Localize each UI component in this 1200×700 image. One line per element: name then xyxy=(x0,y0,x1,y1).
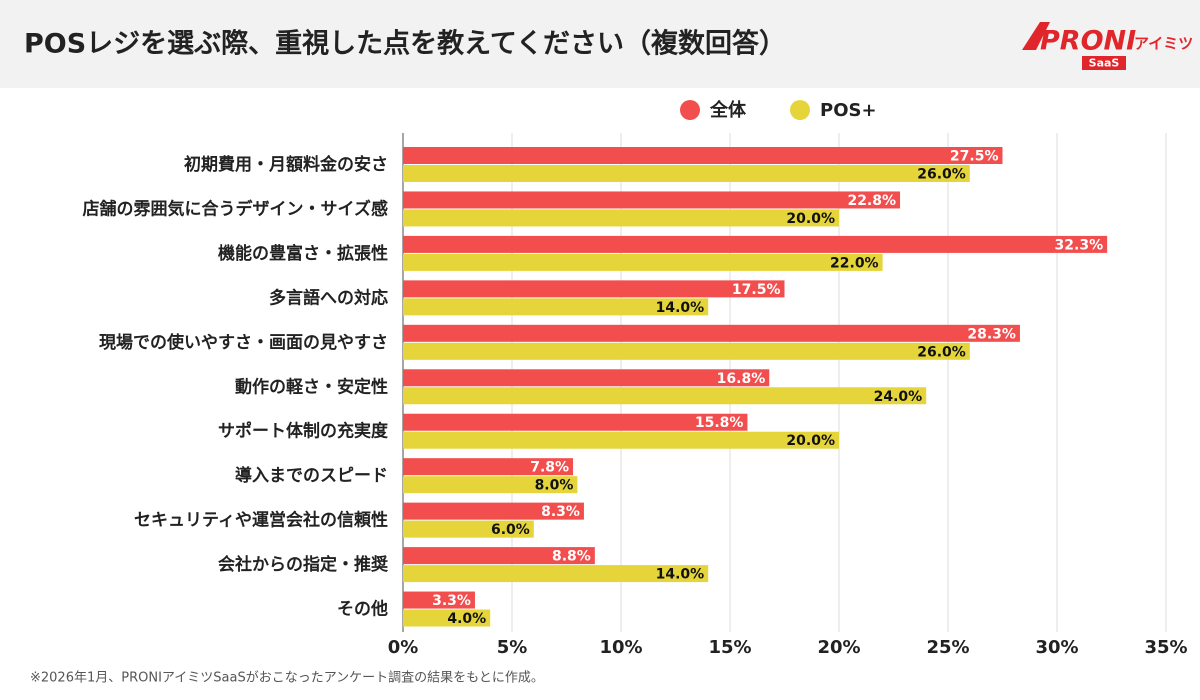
legend-label: POS+ xyxy=(820,100,877,121)
bar xyxy=(403,324,1020,342)
x-tick-label: 35% xyxy=(1144,637,1187,658)
bar xyxy=(403,253,883,271)
bar xyxy=(403,565,709,583)
bar xyxy=(403,165,970,182)
value-label: 3.3% xyxy=(432,593,471,609)
bar xyxy=(403,476,578,494)
value-label: 8.0% xyxy=(535,478,574,494)
bar xyxy=(403,413,748,431)
legend-marker xyxy=(790,100,810,120)
logo-mark xyxy=(1022,22,1050,50)
bar xyxy=(403,591,475,609)
y-tick-label: その他 xyxy=(337,599,388,620)
header-band xyxy=(0,0,1200,88)
bar xyxy=(403,298,709,316)
value-label: 15.8% xyxy=(695,415,744,431)
y-tick-label: セキュリティや運営会社の信頼性 xyxy=(134,510,388,531)
value-label: 27.5% xyxy=(950,149,999,165)
value-label: 20.0% xyxy=(786,433,835,449)
chart-title: POSレジを選ぶ際、重視した点を教えてください（複数回答） xyxy=(24,28,786,60)
y-tick-label: 初期費用・月額料金の安さ xyxy=(184,154,388,175)
legend-marker xyxy=(680,100,700,120)
bar xyxy=(403,280,785,298)
x-tick-label: 30% xyxy=(1035,637,1078,658)
value-label: 14.0% xyxy=(656,300,705,316)
logo-brand: PRONI xyxy=(1040,26,1136,57)
value-label: 32.3% xyxy=(1055,237,1104,253)
bar xyxy=(403,209,839,227)
bar xyxy=(403,235,1108,253)
x-tick-label: 10% xyxy=(599,637,642,658)
logo-badge xyxy=(1082,56,1126,70)
value-label: 14.0% xyxy=(656,567,705,583)
y-tick-label: 機能の豊富さ・拡張性 xyxy=(218,243,388,264)
value-label: 22.8% xyxy=(847,193,896,209)
bar xyxy=(403,387,927,405)
value-label: 26.0% xyxy=(917,344,966,360)
value-label: 28.3% xyxy=(967,326,1016,342)
value-label: 8.8% xyxy=(552,549,591,565)
value-label: 8.3% xyxy=(541,504,580,520)
y-tick-label: サポート体制の充実度 xyxy=(218,421,389,442)
bar xyxy=(403,369,770,387)
y-tick-label: 店舗の雰囲気に合うデザイン・サイズ感 xyxy=(83,198,389,219)
value-label: 24.0% xyxy=(874,389,923,405)
value-label: 16.8% xyxy=(717,371,766,387)
value-label: 17.5% xyxy=(732,282,781,298)
bar xyxy=(403,547,595,565)
x-tick-label: 25% xyxy=(926,637,969,658)
logo-badge-text: SaaS xyxy=(1089,57,1120,70)
bar xyxy=(403,191,901,209)
y-tick-label: 動作の軽さ・安定性 xyxy=(235,376,388,397)
logo-sub: アイミツ xyxy=(1134,35,1193,53)
value-label: 26.0% xyxy=(917,167,966,183)
value-label: 6.0% xyxy=(491,522,530,538)
x-tick-label: 20% xyxy=(817,637,860,658)
bar xyxy=(403,502,584,520)
bar xyxy=(403,342,970,360)
logo: PRONI アイミツ SaaS xyxy=(1022,22,1193,70)
value-label: 20.0% xyxy=(786,211,835,227)
y-tick-label: 導入までのスピード xyxy=(235,465,388,486)
bar xyxy=(403,609,491,627)
value-label: 7.8% xyxy=(530,460,569,476)
legend-label: 全体 xyxy=(709,99,747,121)
bar xyxy=(403,431,839,449)
y-tick-label: 会社からの指定・推奨 xyxy=(218,554,389,575)
footnote: ※2026年1月、PRONIアイミツSaaSがおこなったアンケート調査の結果をも… xyxy=(30,671,544,686)
bar xyxy=(403,458,574,476)
bar xyxy=(403,520,534,538)
x-tick-label: 15% xyxy=(708,637,751,658)
y-tick-label: 多言語への対応 xyxy=(269,287,388,308)
bar xyxy=(403,147,1003,164)
x-tick-label: 0% xyxy=(388,637,419,658)
x-tick-label: 5% xyxy=(497,637,528,658)
y-tick-label: 現場での使いやすさ・画面の見やすさ xyxy=(99,332,388,353)
value-label: 22.0% xyxy=(830,255,879,271)
value-label: 4.0% xyxy=(447,611,486,627)
